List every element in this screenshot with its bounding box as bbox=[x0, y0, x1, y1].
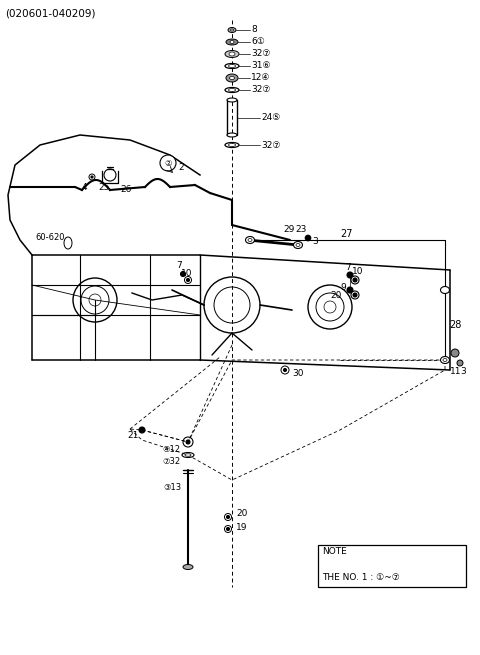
Text: 3: 3 bbox=[460, 367, 466, 375]
Text: ③13: ③13 bbox=[163, 483, 181, 493]
Ellipse shape bbox=[228, 88, 236, 92]
Text: 23: 23 bbox=[295, 225, 306, 234]
Text: 29: 29 bbox=[283, 225, 294, 234]
Text: 24⑤: 24⑤ bbox=[261, 113, 280, 122]
Ellipse shape bbox=[227, 133, 237, 137]
Text: NOTE: NOTE bbox=[322, 548, 347, 557]
Text: 12④: 12④ bbox=[251, 73, 271, 83]
Circle shape bbox=[186, 440, 190, 444]
Ellipse shape bbox=[248, 238, 252, 242]
Text: 9: 9 bbox=[340, 282, 346, 291]
Circle shape bbox=[184, 276, 192, 284]
Text: 7: 7 bbox=[345, 263, 351, 272]
Text: 20: 20 bbox=[330, 291, 341, 299]
Text: 20: 20 bbox=[236, 508, 247, 517]
Text: 19: 19 bbox=[236, 523, 248, 533]
Circle shape bbox=[457, 360, 463, 366]
Text: (020601-040209): (020601-040209) bbox=[5, 9, 96, 19]
Circle shape bbox=[284, 369, 287, 371]
Text: 30: 30 bbox=[292, 369, 303, 379]
Ellipse shape bbox=[228, 143, 236, 147]
Text: 2: 2 bbox=[178, 164, 184, 172]
Text: ⑦32: ⑦32 bbox=[162, 457, 180, 466]
Text: 32⑦: 32⑦ bbox=[251, 86, 271, 94]
Text: 28: 28 bbox=[449, 320, 461, 330]
Text: 32⑦: 32⑦ bbox=[261, 141, 280, 149]
Circle shape bbox=[180, 272, 185, 276]
Ellipse shape bbox=[229, 77, 235, 79]
Text: 32⑦: 32⑦ bbox=[251, 50, 271, 58]
Circle shape bbox=[139, 427, 145, 433]
Ellipse shape bbox=[245, 236, 254, 244]
Ellipse shape bbox=[228, 28, 236, 33]
Text: 21: 21 bbox=[127, 430, 138, 440]
Text: 4: 4 bbox=[82, 183, 88, 191]
Text: 8: 8 bbox=[251, 26, 257, 35]
Text: 60-620: 60-620 bbox=[35, 233, 64, 242]
Circle shape bbox=[353, 278, 357, 282]
Text: 26: 26 bbox=[120, 185, 132, 193]
Text: 25: 25 bbox=[98, 183, 109, 191]
Text: 11: 11 bbox=[450, 367, 461, 375]
Text: 6①: 6① bbox=[251, 37, 265, 47]
Circle shape bbox=[353, 293, 357, 297]
Text: 10: 10 bbox=[181, 269, 192, 278]
Circle shape bbox=[347, 272, 353, 278]
Ellipse shape bbox=[443, 358, 447, 362]
Text: THE NO. 1 : ①~⑦: THE NO. 1 : ①~⑦ bbox=[322, 572, 400, 582]
Ellipse shape bbox=[226, 39, 238, 45]
Circle shape bbox=[351, 291, 359, 299]
Ellipse shape bbox=[228, 64, 236, 67]
Circle shape bbox=[160, 155, 176, 171]
Circle shape bbox=[227, 515, 229, 519]
Ellipse shape bbox=[229, 52, 235, 56]
Circle shape bbox=[351, 276, 359, 284]
Circle shape bbox=[305, 235, 311, 241]
Ellipse shape bbox=[230, 29, 233, 31]
Circle shape bbox=[347, 287, 353, 293]
Ellipse shape bbox=[230, 41, 234, 43]
Circle shape bbox=[91, 176, 93, 178]
Text: 3: 3 bbox=[312, 238, 318, 246]
Text: ④12: ④12 bbox=[162, 445, 180, 453]
Text: 31⑥: 31⑥ bbox=[251, 62, 271, 71]
Circle shape bbox=[227, 527, 229, 531]
Ellipse shape bbox=[225, 50, 239, 58]
Ellipse shape bbox=[227, 98, 237, 102]
Ellipse shape bbox=[183, 565, 193, 569]
Ellipse shape bbox=[185, 454, 191, 457]
Circle shape bbox=[451, 349, 459, 357]
Text: ②: ② bbox=[164, 159, 172, 168]
Ellipse shape bbox=[293, 242, 302, 248]
Circle shape bbox=[187, 278, 190, 282]
Text: 7: 7 bbox=[176, 261, 182, 271]
FancyBboxPatch shape bbox=[318, 545, 466, 587]
Ellipse shape bbox=[441, 286, 449, 293]
Ellipse shape bbox=[226, 74, 238, 82]
Text: 10: 10 bbox=[352, 267, 363, 276]
Text: 27: 27 bbox=[340, 229, 352, 239]
Ellipse shape bbox=[441, 356, 449, 364]
Ellipse shape bbox=[296, 244, 300, 246]
